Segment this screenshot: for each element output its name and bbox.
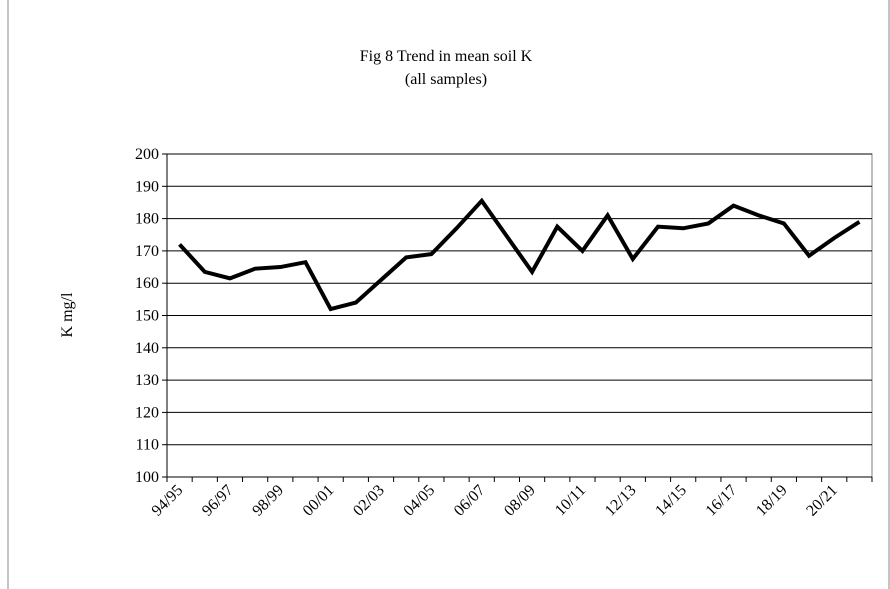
chart-subtitle: (all samples) bbox=[405, 71, 487, 88]
y-tick-label: 150 bbox=[135, 308, 159, 325]
x-tick-label: 06/07 bbox=[451, 482, 489, 520]
x-tick-label: 96/97 bbox=[199, 482, 237, 520]
x-tick-label: 10/11 bbox=[552, 482, 589, 519]
x-tick-label: 16/17 bbox=[703, 482, 741, 520]
y-tick-label: 110 bbox=[136, 437, 159, 454]
x-tick-label: 20/21 bbox=[803, 482, 841, 520]
y-axis-label: K mg/l bbox=[59, 292, 76, 337]
y-tick-label: 200 bbox=[135, 146, 159, 163]
y-tick-label: 170 bbox=[135, 243, 159, 260]
chart-frame bbox=[7, 0, 890, 589]
y-tick-label: 100 bbox=[135, 469, 159, 486]
y-tick-label: 190 bbox=[135, 178, 159, 195]
x-tick-label: 12/13 bbox=[602, 482, 640, 520]
y-tick-label: 130 bbox=[135, 372, 159, 389]
chart-title: Fig 8 Trend in mean soil K bbox=[360, 48, 533, 65]
x-tick-label: 94/95 bbox=[149, 482, 187, 520]
y-tick-label: 180 bbox=[135, 211, 159, 228]
x-tick-label: 00/01 bbox=[300, 482, 338, 520]
x-tick-label: 08/09 bbox=[501, 482, 539, 520]
y-tick-label: 120 bbox=[135, 404, 159, 421]
x-tick-label: 14/15 bbox=[652, 482, 690, 520]
x-tick-label: 18/19 bbox=[753, 482, 791, 520]
y-tick-label: 140 bbox=[135, 340, 159, 357]
x-tick-label: 04/05 bbox=[400, 482, 438, 520]
y-tick-label: 160 bbox=[135, 275, 159, 292]
x-tick-label: 98/99 bbox=[249, 482, 287, 520]
x-tick-label: 02/03 bbox=[350, 482, 388, 520]
data-line bbox=[178, 197, 861, 312]
